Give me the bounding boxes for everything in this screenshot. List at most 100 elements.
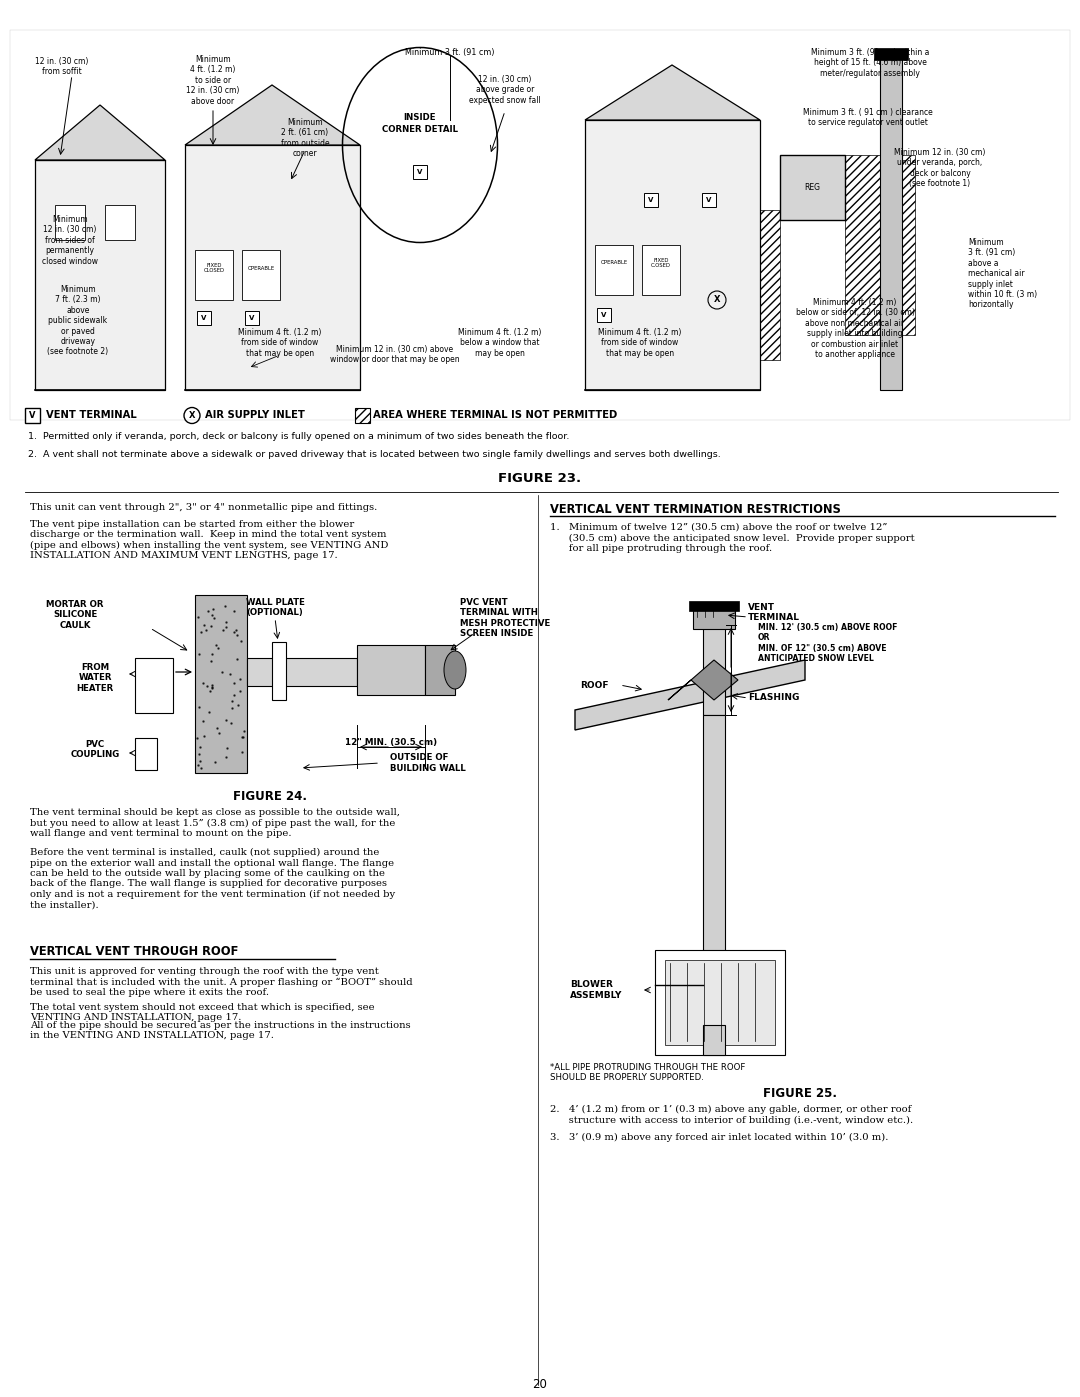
Text: V: V [29, 411, 36, 420]
Text: OPERABLE: OPERABLE [247, 265, 274, 271]
Text: FIGURE 23.: FIGURE 23. [499, 472, 581, 485]
Text: FIGURE 25.: FIGURE 25. [762, 1087, 837, 1099]
Text: The total vent system should not exceed that which is specified, see
VENTING AND: The total vent system should not exceed … [30, 1003, 375, 1023]
Text: All of the pipe should be secured as per the instructions in the instructions
in: All of the pipe should be secured as per… [30, 1021, 410, 1041]
Bar [693, 608, 735, 629]
Text: Minimum 4 ft. (1.2 m)
from side of window
that may be open: Minimum 4 ft. (1.2 m) from side of windo… [239, 328, 322, 358]
Bar [135, 738, 157, 770]
Text: AIR SUPPLY INLET: AIR SUPPLY INLET [205, 411, 305, 420]
Text: FIXED
CLOSED: FIXED CLOSED [203, 263, 225, 274]
Text: The vent pipe installation can be started from either the blower
discharge or th: The vent pipe installation can be starte… [30, 520, 389, 560]
Text: 20: 20 [532, 1377, 548, 1391]
Bar [10, 29, 1070, 420]
Text: INSIDE: INSIDE [404, 113, 436, 123]
Bar [703, 715, 725, 1025]
Text: The vent terminal should be kept as close as possible to the outside wall,
but y: The vent terminal should be kept as clos… [30, 807, 400, 838]
Text: 2.  A vent shall not terminate above a sidewalk or paved driveway that is locate: 2. A vent shall not terminate above a si… [28, 450, 720, 460]
Bar [195, 250, 233, 300]
Polygon shape [35, 105, 165, 161]
Bar [780, 155, 845, 219]
Text: MORTAR OR
SILICONE
CAULK: MORTAR OR SILICONE CAULK [46, 599, 104, 630]
Bar [644, 193, 658, 207]
Bar [55, 205, 85, 240]
Text: 3.   3’ (0.9 m) above any forced air inlet located within 10’ (3.0 m).: 3. 3’ (0.9 m) above any forced air inlet… [550, 1133, 889, 1143]
Text: WALL PLATE
(OPTIONAL): WALL PLATE (OPTIONAL) [245, 598, 305, 617]
Text: V: V [201, 314, 206, 321]
Text: OUTSIDE OF
BUILDING WALL: OUTSIDE OF BUILDING WALL [390, 753, 465, 773]
Bar [245, 312, 259, 326]
Text: 1.  Permitted only if veranda, porch, deck or balcony is fully opened on a minim: 1. Permitted only if veranda, porch, dec… [28, 432, 569, 441]
Bar [845, 155, 915, 335]
Bar [355, 408, 370, 423]
Text: CORNER DETAIL: CORNER DETAIL [382, 126, 458, 134]
Text: Minimum 12 in. (30 cm) above
window or door that may be open: Minimum 12 in. (30 cm) above window or d… [330, 345, 460, 365]
Text: V: V [602, 312, 607, 319]
Text: VENT
TERMINAL: VENT TERMINAL [748, 604, 800, 623]
Bar [272, 643, 286, 700]
Bar [185, 145, 360, 390]
Bar [702, 193, 716, 207]
Text: REG: REG [804, 183, 820, 193]
Text: Minimum 12 in. (30 cm)
under veranda, porch,
deck or balcony
(see footnote 1): Minimum 12 in. (30 cm) under veranda, po… [894, 148, 986, 189]
Bar [195, 595, 247, 773]
Bar [242, 250, 280, 300]
Text: 1.   Minimum of twelve 12” (30.5 cm) above the roof or twelve 12”
      (30.5 cm: 1. Minimum of twelve 12” (30.5 cm) above… [550, 522, 915, 553]
Polygon shape [185, 85, 360, 145]
Text: V: V [706, 197, 712, 203]
Bar [760, 210, 780, 360]
Text: Minimum
3 ft. (91 cm)
above a
mechanical air
supply inlet
within 10 ft. (3 m)
ho: Minimum 3 ft. (91 cm) above a mechanical… [968, 237, 1037, 309]
Text: BLOWER
ASSEMBLY: BLOWER ASSEMBLY [570, 981, 622, 1000]
Bar [642, 244, 680, 295]
Bar [413, 165, 427, 179]
Bar [595, 244, 633, 295]
Text: Minimum 3 ft. (91 cm) within a
height of 15 ft. (4.6 m) above
meter/regulator as: Minimum 3 ft. (91 cm) within a height of… [811, 47, 929, 78]
Text: FLASHING: FLASHING [748, 693, 799, 703]
Text: 12 in. (30 cm)
from soffit: 12 in. (30 cm) from soffit [36, 57, 89, 77]
Text: FIXED
C.OSED: FIXED C.OSED [651, 257, 671, 268]
Bar [35, 161, 165, 390]
Text: X: X [714, 296, 720, 305]
Text: AREA WHERE TERMINAL IS NOT PERMITTED: AREA WHERE TERMINAL IS NOT PERMITTED [373, 411, 618, 420]
Polygon shape [575, 659, 805, 731]
Text: 12" MIN. (30.5 cm): 12" MIN. (30.5 cm) [345, 738, 437, 747]
Text: MIN. 12' (30.5 cm) ABOVE ROOF
OR
MIN. OF 12" (30.5 cm) ABOVE
ANTICIPATED SNOW LE: MIN. 12' (30.5 cm) ABOVE ROOF OR MIN. OF… [758, 623, 897, 664]
Text: ROOF: ROOF [580, 680, 608, 690]
Bar [197, 312, 211, 326]
Bar [703, 624, 725, 715]
Text: FIGURE 24.: FIGURE 24. [233, 789, 307, 803]
Text: PVC VENT
TERMINAL WITH
MESH PROTECTIVE
SCREEN INSIDE: PVC VENT TERMINAL WITH MESH PROTECTIVE S… [460, 598, 550, 638]
Bar [357, 645, 426, 694]
Bar [597, 307, 611, 321]
Text: V: V [249, 314, 255, 321]
Text: This unit is approved for venting through the roof with the type vent
terminal t: This unit is approved for venting throug… [30, 967, 413, 997]
Bar [135, 658, 173, 712]
Text: PVC
COUPLING: PVC COUPLING [70, 740, 120, 760]
Bar [25, 408, 40, 423]
Text: VERTICAL VENT TERMINATION RESTRICTIONS: VERTICAL VENT TERMINATION RESTRICTIONS [550, 503, 841, 515]
Text: Minimum
7 ft. (2.3 m)
above
public sidewalk
or paved
driveway
(see footnote 2): Minimum 7 ft. (2.3 m) above public sidew… [48, 285, 109, 356]
Text: X: X [189, 411, 195, 420]
Text: Minimum 4 ft. (1.2 m)
below a window that
may be open: Minimum 4 ft. (1.2 m) below a window tha… [458, 328, 542, 358]
Text: OPERABLE: OPERABLE [600, 260, 627, 265]
Text: Minimum 4 ft. (1.2 m)
below or side of, 12 in. (30 cm)
above non mechanical air
: Minimum 4 ft. (1.2 m) below or side of, … [796, 298, 915, 359]
Bar [247, 658, 357, 686]
Text: 12 in. (30 cm)
above grade or
expected snow fall: 12 in. (30 cm) above grade or expected s… [469, 75, 541, 105]
Bar [874, 47, 908, 60]
Bar [689, 601, 739, 610]
Text: Minimum
2 ft. (61 cm)
from outside
corner: Minimum 2 ft. (61 cm) from outside corne… [281, 117, 329, 158]
Text: Minimum 4 ft. (1.2 m)
from side of window
that may be open: Minimum 4 ft. (1.2 m) from side of windo… [598, 328, 681, 358]
Bar [105, 205, 135, 240]
Text: VERTICAL VENT THROUGH ROOF: VERTICAL VENT THROUGH ROOF [30, 944, 239, 958]
Bar [585, 120, 760, 390]
Text: V: V [648, 197, 653, 203]
Text: Minimum
4 ft. (1.2 m)
to side or
12 in. (30 cm)
above door: Minimum 4 ft. (1.2 m) to side or 12 in. … [187, 54, 240, 106]
Polygon shape [669, 659, 738, 700]
Text: Minimum 3 ft. (91 cm): Minimum 3 ft. (91 cm) [405, 47, 495, 57]
Bar [654, 950, 785, 1055]
Bar [703, 1025, 725, 1055]
Bar [880, 54, 902, 390]
Text: FROM
WATER
HEATER: FROM WATER HEATER [77, 664, 113, 693]
Polygon shape [426, 645, 455, 694]
Text: VENT TERMINAL: VENT TERMINAL [46, 411, 137, 420]
Text: Minimum
12 in. (30 cm)
from sides of
permanently
closed window: Minimum 12 in. (30 cm) from sides of per… [42, 215, 98, 265]
